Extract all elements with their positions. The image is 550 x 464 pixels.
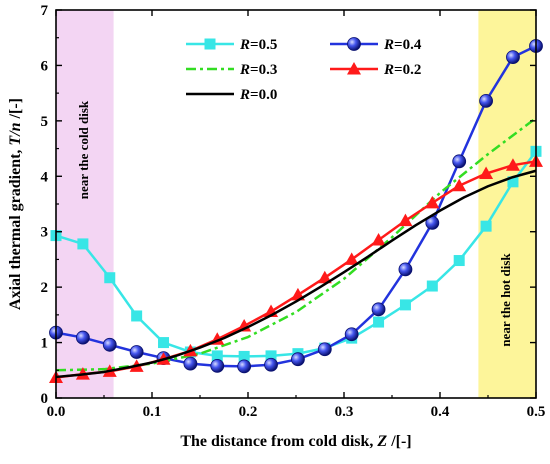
data-point <box>371 233 386 246</box>
data-point <box>317 270 332 284</box>
axis-ticks: 0.0 0.1 0.2 0.3 0.4 0.5 0 1 2 3 4 5 6 7 <box>41 3 546 420</box>
data-point <box>507 176 519 188</box>
data-point <box>317 342 332 357</box>
legend: R=0.5 R=0.4 R=0.3 R=0.2 R=0.0 <box>186 37 422 103</box>
data-point <box>398 262 413 277</box>
x-tick-label: 0.5 <box>527 404 546 420</box>
legend-label: R=0.4 <box>383 37 422 53</box>
data-point <box>204 38 216 50</box>
data-point <box>238 350 250 362</box>
data-point <box>344 252 359 265</box>
data-point <box>102 337 117 352</box>
y-axis-label: Axial thermal gradient, T/n /[-] <box>7 98 24 310</box>
data-point <box>453 255 465 267</box>
series-line-r-0-3 <box>55 117 537 372</box>
data-point <box>104 272 116 284</box>
series-r-0-3 <box>55 117 537 372</box>
x-tick-label: 0.1 <box>143 404 162 420</box>
data-point <box>426 280 438 292</box>
series-line-r-0-0 <box>55 169 537 379</box>
legend-item-r-0-2: R=0.2 <box>330 62 421 78</box>
y-tick-label: 7 <box>41 3 49 19</box>
data-point <box>347 37 361 51</box>
data-point <box>398 213 413 227</box>
data-point <box>291 352 305 367</box>
data-point <box>399 299 411 311</box>
x-tick-label: 0.2 <box>239 404 258 420</box>
legend-label: R=0.3 <box>239 62 277 78</box>
legend-item-r-0-4: R=0.4 <box>330 37 422 53</box>
legend-label: R=0.2 <box>383 62 421 78</box>
region-label-near-the-cold-disk: near the cold disk <box>76 100 91 199</box>
data-point <box>265 350 277 362</box>
y-tick-label: 0 <box>41 391 49 407</box>
data-point <box>237 359 252 374</box>
data-point <box>505 158 520 171</box>
y-tick-label: 4 <box>41 169 49 185</box>
data-point <box>452 154 467 169</box>
data-point <box>344 327 359 342</box>
legend-item-r-0-0: R=0.0 <box>186 87 277 103</box>
legend-item-r-0-5: R=0.5 <box>186 37 277 53</box>
x-tick-label: 0.3 <box>335 404 354 420</box>
data-point <box>425 195 440 209</box>
series-line-r-0-4 <box>55 44 537 368</box>
data-point <box>158 337 170 349</box>
data-point <box>452 178 467 192</box>
series-r-0-4 <box>49 39 543 374</box>
legend-label: R=0.5 <box>239 37 277 53</box>
data-point <box>211 350 223 362</box>
data-point <box>264 357 278 372</box>
series-line-r-0-5 <box>55 150 537 358</box>
series-layer <box>49 39 543 383</box>
data-point <box>75 330 90 345</box>
y-tick-label: 5 <box>41 114 49 130</box>
data-point <box>479 94 493 108</box>
data-point <box>479 166 494 180</box>
legend-label: R=0.0 <box>239 87 277 103</box>
data-point <box>77 238 89 250</box>
y-tick-label: 1 <box>41 336 49 352</box>
series-r-0-5 <box>50 145 542 362</box>
x-tick-label: 0.0 <box>47 404 66 420</box>
data-point <box>506 50 520 65</box>
data-point <box>371 302 386 317</box>
y-tick-label: 6 <box>41 58 49 74</box>
data-point <box>129 345 144 359</box>
series-r-0-0 <box>55 169 537 379</box>
data-point <box>347 62 361 75</box>
region-near-the-hot-disk <box>478 10 536 398</box>
data-point <box>131 310 143 322</box>
region-label-near-the-hot-disk: near the hot disk <box>498 253 513 347</box>
x-tick-label: 0.4 <box>431 404 450 420</box>
legend-item-r-0-3: R=0.3 <box>186 62 277 78</box>
highlight-regions: near the cold disk near the hot disk <box>56 10 536 398</box>
y-tick-label: 2 <box>41 280 49 296</box>
data-point <box>480 220 492 232</box>
data-point <box>373 316 385 328</box>
data-point <box>210 358 225 373</box>
y-tick-label: 3 <box>41 225 49 241</box>
plot-frame <box>55 9 537 399</box>
data-point <box>183 356 198 371</box>
series-line-r-0-2 <box>55 160 537 379</box>
x-axis-label: The distance from cold disk, Z /[-] <box>180 433 411 450</box>
